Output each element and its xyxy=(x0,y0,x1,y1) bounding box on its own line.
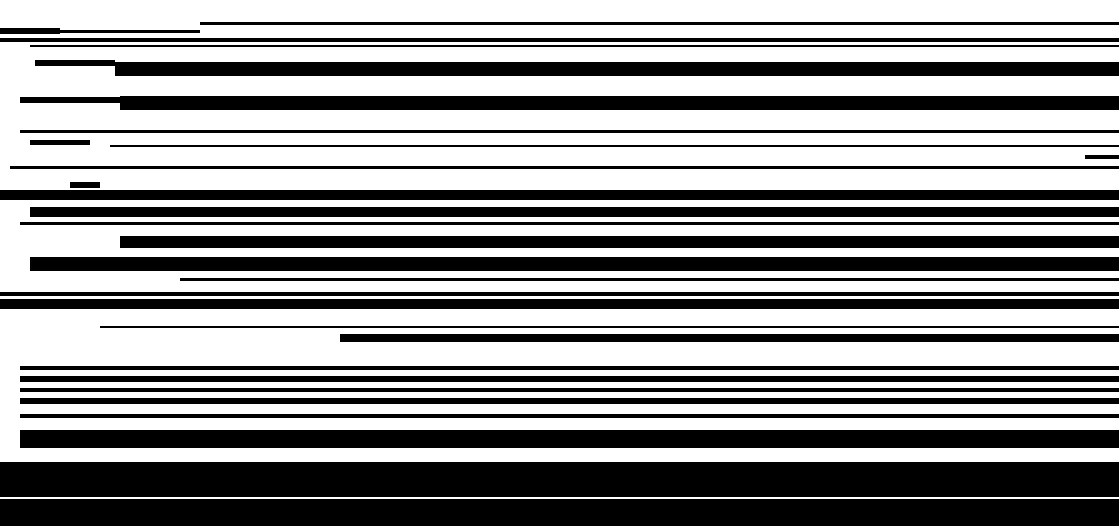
footer-divider xyxy=(0,497,1119,499)
bar xyxy=(180,278,1119,281)
bar xyxy=(60,30,200,33)
bar xyxy=(0,38,1119,42)
bar xyxy=(30,140,90,145)
bar xyxy=(30,207,1119,217)
bar xyxy=(110,145,1119,147)
bar xyxy=(0,292,1119,296)
bar xyxy=(20,414,1119,418)
footer xyxy=(0,462,1119,526)
bar xyxy=(20,366,1119,370)
bar xyxy=(35,60,115,66)
bar xyxy=(0,28,60,34)
bar xyxy=(1085,155,1119,159)
bar xyxy=(20,376,1119,382)
bar xyxy=(340,334,1119,342)
bar xyxy=(20,398,1119,404)
footer-background xyxy=(0,462,1119,526)
bars xyxy=(0,22,1119,448)
bar xyxy=(30,45,1119,47)
bar xyxy=(120,96,1119,110)
bar xyxy=(20,130,1119,133)
bar xyxy=(70,182,100,188)
bar xyxy=(115,62,1119,76)
bar xyxy=(20,222,1119,225)
bar xyxy=(20,97,120,103)
bar xyxy=(20,388,1119,392)
bar xyxy=(0,299,1119,309)
bar xyxy=(30,257,1119,271)
bar xyxy=(200,22,1119,25)
bar xyxy=(120,236,1119,248)
bar xyxy=(0,190,1119,200)
bar xyxy=(20,430,1119,448)
bar xyxy=(10,166,1119,169)
bar xyxy=(100,326,1119,328)
